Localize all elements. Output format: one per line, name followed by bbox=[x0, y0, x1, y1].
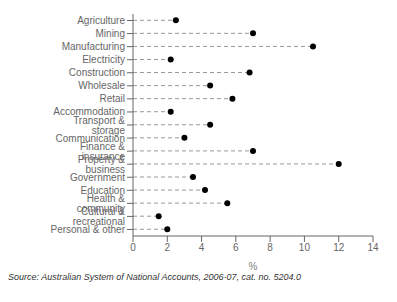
svg-text:Government: Government bbox=[70, 172, 125, 183]
svg-text:2: 2 bbox=[165, 242, 171, 253]
svg-text:%: % bbox=[249, 261, 258, 270]
svg-text:14: 14 bbox=[367, 242, 379, 253]
svg-text:8: 8 bbox=[267, 242, 273, 253]
svg-text:Mining: Mining bbox=[96, 28, 125, 39]
svg-text:Construction: Construction bbox=[69, 67, 125, 78]
svg-text:12: 12 bbox=[333, 242, 345, 253]
svg-text:Manufacturing: Manufacturing bbox=[62, 41, 125, 52]
svg-text:Agriculture: Agriculture bbox=[77, 15, 125, 26]
svg-text:0: 0 bbox=[130, 242, 136, 253]
svg-text:Retail: Retail bbox=[99, 93, 125, 104]
svg-text:6: 6 bbox=[233, 242, 239, 253]
svg-text:4: 4 bbox=[199, 242, 205, 253]
svg-text:10: 10 bbox=[299, 242, 311, 253]
svg-text:Personal & other: Personal & other bbox=[51, 224, 126, 235]
svg-text:Wholesale: Wholesale bbox=[78, 80, 125, 91]
svg-text:Electricity: Electricity bbox=[82, 54, 125, 65]
